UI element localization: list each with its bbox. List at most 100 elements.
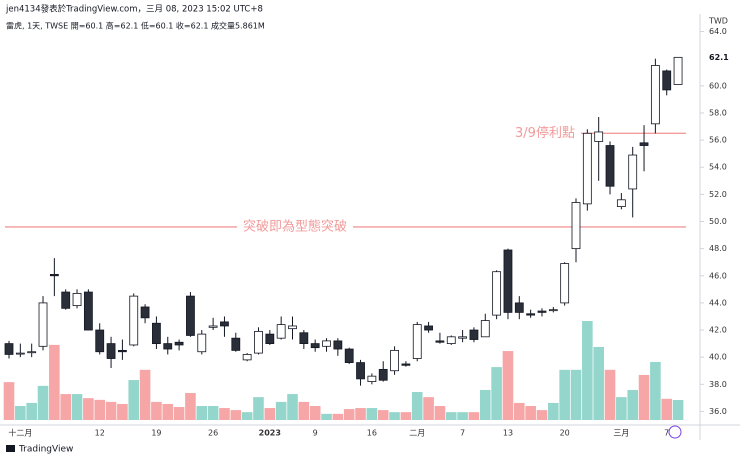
volume-bar — [71, 394, 83, 420]
chart-title: jen4134發表於TradingView.com，三月 08, 2023 15… — [5, 4, 263, 15]
candle-body — [582, 132, 592, 205]
candle-body — [333, 340, 343, 350]
candle-body — [390, 349, 399, 372]
y-tick-label: 64.0 — [709, 27, 727, 36]
volume-bar — [219, 408, 230, 420]
candle-body — [254, 330, 263, 354]
y-tick-label: 54.0 — [709, 163, 727, 172]
candle-body — [639, 142, 649, 146]
volume-bar — [570, 369, 582, 420]
x-tick-label: 7 — [664, 429, 669, 438]
volume-bar — [264, 408, 276, 420]
x-tick-label: 三月 — [613, 429, 629, 438]
volume-bar — [559, 369, 570, 420]
candle-body — [514, 302, 524, 313]
y-tick-label: 52.0 — [709, 190, 727, 199]
volume-bar — [400, 412, 412, 420]
volume-bar — [536, 410, 548, 420]
volume-bar — [26, 402, 37, 420]
volume-bar — [479, 389, 491, 420]
candle-body — [231, 337, 241, 351]
candle-body — [492, 271, 502, 316]
volume-bar — [638, 374, 650, 420]
volume-bar — [230, 410, 242, 420]
candle-body — [208, 325, 218, 328]
volume-bar — [15, 406, 26, 420]
candle-body — [560, 263, 570, 304]
volume-bar — [445, 412, 457, 420]
candle-body — [118, 349, 127, 353]
candle-body — [129, 295, 139, 346]
volume-bar — [525, 406, 536, 420]
volume-bar — [332, 413, 344, 420]
footer-logo: TradingView — [6, 445, 73, 455]
volume-bar — [604, 369, 616, 420]
volume-bar — [434, 406, 446, 420]
volume-bar — [49, 344, 60, 420]
y-tick-label: 44.0 — [709, 298, 727, 307]
y-tick-label: 42.0 — [709, 326, 727, 335]
candle-body — [412, 324, 422, 359]
candle-body — [197, 333, 207, 353]
volume-bar — [173, 407, 185, 420]
volume-bar — [672, 399, 684, 420]
volume-bar — [457, 412, 468, 420]
last-price-box — [701, 51, 733, 64]
volume-bar — [3, 382, 15, 420]
volume-bar — [377, 410, 389, 420]
candle-body — [15, 352, 25, 355]
volume-bar — [139, 369, 151, 420]
candle-body — [605, 145, 615, 187]
candle-body — [242, 354, 252, 361]
candle-body — [537, 310, 547, 313]
candle-body — [446, 336, 456, 345]
x-tick-label: 20 — [560, 429, 570, 438]
volume-bar — [196, 406, 208, 420]
candle-body — [458, 336, 468, 339]
volume-bar — [593, 346, 604, 420]
volume-bar — [207, 406, 219, 420]
volume-bar — [502, 351, 514, 420]
volume-bar — [162, 403, 174, 420]
candle-body — [378, 368, 388, 381]
candle-body — [83, 291, 93, 331]
x-tick-label: 16 — [367, 429, 377, 438]
volume-bar — [661, 398, 673, 420]
candle-body — [152, 322, 161, 345]
candle-body — [27, 351, 37, 354]
y-tick-label: 48.0 — [709, 244, 727, 253]
candle-body — [616, 199, 626, 207]
candle-body — [4, 343, 14, 355]
volume-bar — [83, 398, 94, 420]
candle-body — [299, 332, 309, 345]
candle-body — [186, 295, 195, 336]
candle-body — [322, 340, 331, 347]
candle-body — [571, 202, 581, 250]
y-tick-label: 56.0 — [709, 136, 727, 145]
volume-bar — [491, 367, 502, 420]
candles — [4, 56, 683, 386]
candle-body — [344, 348, 354, 363]
volume-bar — [241, 412, 253, 420]
volume-bar — [389, 412, 400, 420]
candle-body — [650, 65, 660, 125]
volume-bar — [423, 397, 434, 420]
candle-body — [38, 302, 48, 347]
volume-bar — [627, 389, 638, 420]
candle-body — [469, 329, 479, 340]
y-tick-label: 36.0 — [709, 407, 727, 416]
volume-bar — [366, 408, 378, 420]
volume-bar — [355, 408, 366, 420]
candle-body — [628, 154, 638, 190]
y-tick-label: 46.0 — [709, 271, 727, 280]
x-tick-label: 12 — [95, 429, 105, 438]
volume-bar — [253, 397, 264, 420]
flash-icon[interactable] — [668, 425, 682, 439]
volume-bar — [94, 399, 106, 420]
volume-bar — [117, 403, 128, 420]
volume-bar — [582, 321, 593, 420]
volume-bar — [468, 412, 480, 420]
candle-body — [174, 341, 184, 346]
